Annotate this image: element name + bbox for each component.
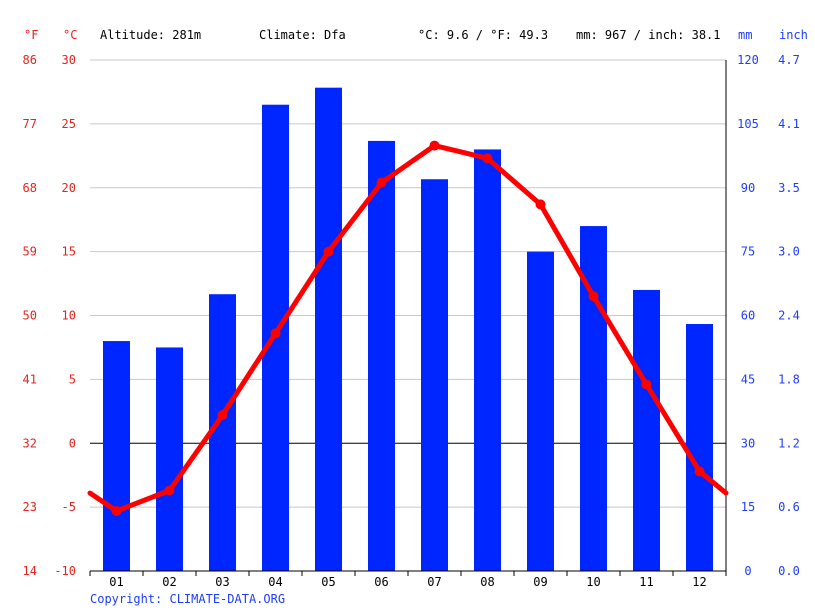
temperature-point — [482, 153, 493, 164]
precipitation-bar — [103, 341, 130, 571]
climate-label: Climate: Dfa — [259, 28, 346, 42]
inch-unit-label: inch — [779, 28, 808, 42]
temperature-point — [588, 291, 599, 302]
mm-tick-label: 60 — [741, 309, 755, 323]
inch-tick-label: 4.1 — [778, 117, 800, 131]
mm-tick-label: 30 — [741, 436, 755, 450]
celsius-tick-label: 0 — [69, 436, 76, 450]
month-label: 06 — [374, 575, 388, 589]
inch-tick-label: 1.2 — [778, 436, 800, 450]
inch-tick-label: 2.4 — [778, 309, 800, 323]
temperature-point — [270, 328, 281, 339]
mm-tick-label: 45 — [741, 372, 755, 386]
month-label: 09 — [533, 575, 547, 589]
month-label: 01 — [109, 575, 123, 589]
month-label: 10 — [586, 575, 600, 589]
precipitation-bar — [368, 140, 395, 572]
fahrenheit-tick-label: 86 — [23, 53, 37, 67]
fahrenheit-tick-label: 14 — [23, 564, 37, 578]
precipitation-bar — [527, 251, 554, 571]
temperature-line — [87, 143, 729, 514]
altitude-label: Altitude: 281m — [100, 28, 202, 42]
month-label: 05 — [321, 575, 335, 589]
celsius-tick-label: 25 — [62, 117, 76, 131]
temperature-point — [429, 140, 440, 151]
precipitation-bar — [315, 87, 342, 571]
fahrenheit-tick-label: 50 — [23, 309, 37, 323]
mm-tick-label: 90 — [741, 181, 755, 195]
celsius-tick-label: 5 — [69, 372, 76, 386]
fahrenheit-tick-label: 23 — [23, 500, 37, 514]
copyright-text: Copyright: CLIMATE-DATA.ORG — [90, 592, 286, 606]
month-label: 11 — [639, 575, 653, 589]
mm-unit-label: mm — [738, 28, 753, 42]
temperature-point — [217, 410, 228, 421]
fahrenheit-tick-label: 32 — [23, 436, 37, 450]
temperature-point — [376, 177, 387, 188]
month-label: 08 — [480, 575, 494, 589]
temperature-point — [111, 505, 122, 516]
temperature-point — [164, 485, 175, 496]
month-label: 07 — [427, 575, 441, 589]
celsius-tick-label: 15 — [62, 245, 76, 259]
inch-tick-label: 4.7 — [778, 53, 800, 67]
inch-tick-label: 3.0 — [778, 245, 800, 259]
inch-tick-label: 1.8 — [778, 372, 800, 386]
celsius-tick-label: -5 — [62, 500, 76, 514]
inch-tick-label: 3.5 — [778, 181, 800, 195]
celsius-tick-label: 10 — [62, 309, 76, 323]
celsius-tick-label: 20 — [62, 181, 76, 195]
celsius-unit-label: °C — [63, 28, 78, 42]
precipitation-bar — [686, 324, 713, 571]
precipitation-bar — [421, 179, 448, 571]
total-precipitation-label: mm: 967 / inch: 38.1 — [576, 28, 721, 42]
average-temperature-label: °C: 9.6 / °F: 49.3 — [418, 28, 549, 42]
month-label: 12 — [692, 575, 706, 589]
temperature-point — [641, 379, 652, 390]
celsius-tick-label: 30 — [62, 53, 76, 67]
fahrenheit-tick-label: 41 — [23, 372, 37, 386]
mm-tick-label: 0 — [744, 564, 751, 578]
month-label: 02 — [162, 575, 176, 589]
precipitation-bar — [474, 149, 501, 572]
temperature-point — [323, 246, 334, 257]
fahrenheit-tick-label: 77 — [23, 117, 37, 131]
fahrenheit-tick-label: 59 — [23, 245, 37, 259]
fahrenheit-unit-label: °F — [24, 28, 39, 42]
precipitation-bar — [633, 289, 660, 571]
mm-tick-label: 15 — [741, 500, 755, 514]
mm-tick-label: 105 — [737, 117, 759, 131]
temperature-point — [694, 466, 705, 477]
mm-tick-label: 75 — [741, 245, 755, 259]
month-label: 03 — [215, 575, 229, 589]
inch-tick-label: 0.6 — [778, 500, 800, 514]
precipitation-bar — [209, 294, 236, 571]
fahrenheit-tick-label: 68 — [23, 181, 37, 195]
month-label: 04 — [268, 575, 282, 589]
celsius-tick-label: -10 — [54, 564, 76, 578]
temperature-point — [535, 199, 546, 210]
inch-tick-label: 0.0 — [778, 564, 800, 578]
precipitation-bar — [156, 347, 183, 571]
mm-tick-label: 120 — [737, 53, 759, 67]
